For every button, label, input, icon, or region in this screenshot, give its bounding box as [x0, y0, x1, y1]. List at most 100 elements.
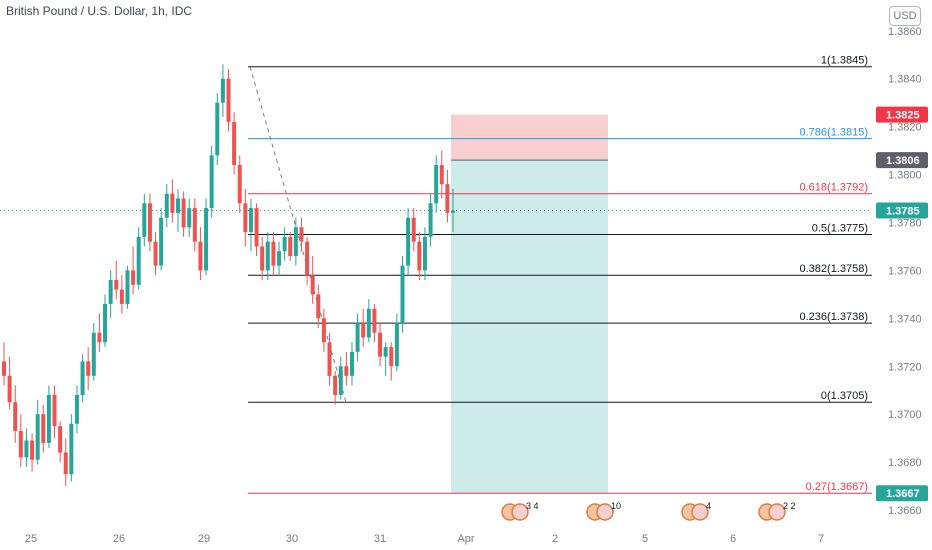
flag-icon — [691, 503, 709, 521]
candle-body — [13, 402, 18, 431]
candle-body — [131, 270, 136, 285]
candle-body — [91, 332, 96, 376]
candle-body — [69, 423, 74, 475]
x-tick-label: 31 — [374, 533, 386, 545]
event-marker-0[interactable]: 3 4 — [501, 501, 539, 521]
fib-label-6: 0(1.3705) — [821, 390, 868, 402]
candle-body — [209, 155, 214, 209]
x-tick-label: 26 — [113, 533, 125, 545]
candle-body — [153, 241, 158, 266]
candle-body — [355, 323, 360, 352]
candle-body — [400, 265, 405, 324]
price-badge-bg-2 — [876, 202, 928, 219]
candle-body — [445, 184, 450, 213]
price-axis: 1.3660 1.3680 1.3700 1.3720 1.3740 1.3760 1.37… — [888, 26, 922, 517]
event-marker-1[interactable]: 10 — [586, 501, 621, 521]
candle-body — [288, 236, 293, 257]
candle-body — [378, 332, 383, 357]
candle-body — [305, 241, 310, 276]
event-count: 3 4 — [526, 501, 539, 511]
candle-body — [204, 208, 209, 271]
y-tick-label: 1.3740 — [888, 313, 922, 325]
candle-body — [248, 208, 253, 233]
y-tick-label: 1.3760 — [888, 265, 922, 277]
candle-body — [136, 236, 141, 285]
candle-body — [35, 414, 40, 460]
chart-title: British Pound / U.S. Dollar, 1h, IDC — [6, 4, 193, 18]
event-marker-3[interactable]: 2 2 — [758, 501, 796, 521]
fib-label-5: 0.236(1.3738) — [800, 311, 869, 323]
candle-body — [114, 279, 119, 290]
candle-body — [215, 102, 220, 156]
y-tick-label: 1.3660 — [888, 505, 922, 517]
y-tick-label: 1.3800 — [888, 170, 922, 182]
candle-body — [108, 279, 113, 304]
candle-body — [181, 198, 186, 228]
event-marker-2[interactable]: 4 — [681, 501, 711, 521]
position-zones — [451, 114, 608, 494]
candle-body — [237, 164, 242, 204]
candle-body — [220, 78, 225, 103]
flag-icon — [768, 503, 786, 521]
x-tick-label: Apr — [457, 533, 474, 545]
candle-body — [30, 440, 35, 460]
price-badge-bg-1 — [876, 152, 928, 169]
time-axis: 25 26 29 30 31 Apr 2 5 6 7 — [25, 533, 824, 545]
candle-body — [349, 351, 354, 376]
candle-body — [175, 198, 180, 213]
candle-body — [422, 236, 427, 271]
candle-body — [254, 208, 259, 247]
candle-body — [338, 366, 343, 396]
fibonacci-levels: 1(1.3845) 0.786(1.3815) 0.618(1.3792) 0.5(1… — [0, 55, 872, 494]
x-tick-label: 2 — [552, 533, 558, 545]
fib-label-3: 0.5(1.3775) — [812, 222, 868, 234]
candle-body — [2, 361, 6, 376]
candle-body — [299, 227, 304, 242]
candle-body — [394, 323, 399, 367]
candle-body — [86, 361, 91, 376]
x-tick-label: 29 — [198, 533, 210, 545]
candle-body — [389, 347, 394, 367]
candle-body — [366, 308, 371, 338]
candle-body — [243, 203, 248, 233]
candle-body — [271, 241, 276, 266]
flag-icon — [511, 503, 529, 521]
x-tick-label: 25 — [25, 533, 37, 545]
candle-body — [80, 361, 85, 396]
candle-body — [327, 342, 332, 376]
currency-button[interactable]: USD — [889, 6, 921, 26]
candle-body — [198, 241, 203, 271]
candle-body — [434, 164, 439, 204]
event-count: 10 — [611, 501, 621, 511]
candle-body — [344, 366, 349, 376]
candle-body — [46, 395, 51, 443]
candle-body — [159, 217, 164, 266]
candle-body — [333, 375, 338, 396]
candle-body — [192, 208, 197, 242]
candle-body — [18, 430, 23, 458]
candle-body — [24, 440, 29, 458]
candlestick-series — [2, 64, 455, 487]
y-tick-label: 1.3680 — [888, 457, 922, 469]
price-badge-label-3: 1.3667 — [886, 488, 920, 500]
x-tick-label: 6 — [730, 533, 736, 545]
y-tick-label: 1.3840 — [888, 74, 922, 86]
x-tick-label: 5 — [642, 533, 648, 545]
candle-body — [383, 347, 388, 357]
candle-body — [310, 275, 315, 295]
price-badge-label-1: 1.3806 — [886, 155, 920, 167]
candle-body — [125, 270, 130, 304]
candle-body — [417, 241, 422, 271]
fib-label-0: 1(1.3845) — [821, 55, 868, 67]
event-markers: 3 4 10 4 2 2 — [501, 501, 796, 521]
candle-body — [321, 318, 326, 343]
candle-body — [7, 375, 12, 403]
flag-icon — [596, 503, 614, 521]
x-tick-label: 7 — [818, 533, 824, 545]
candle-body — [226, 78, 231, 122]
candle-body — [147, 203, 152, 242]
x-tick-label: 30 — [286, 533, 298, 545]
candle-body — [170, 193, 175, 213]
